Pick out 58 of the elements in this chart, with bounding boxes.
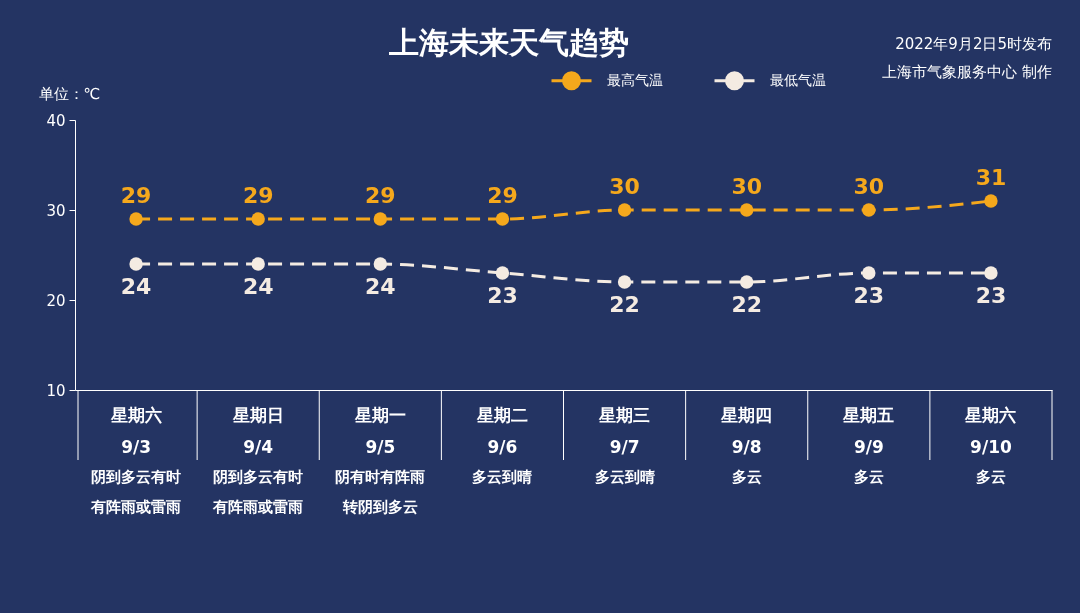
data-label: 30 bbox=[731, 174, 762, 199]
data-label: 24 bbox=[242, 274, 274, 299]
point bbox=[617, 275, 632, 289]
text: 多云 bbox=[853, 468, 884, 486]
x-tick-label: 星期三 9/7 bbox=[598, 404, 651, 457]
text: 上海市气象服务中心 制作 bbox=[882, 63, 1052, 81]
point bbox=[495, 212, 510, 226]
data-label: 30 bbox=[853, 174, 885, 199]
y-tick-label: 20 bbox=[46, 291, 66, 310]
point bbox=[984, 194, 998, 208]
text: 阴到多云有时有阵雨或雷雨 bbox=[90, 468, 182, 516]
data-label: 29 bbox=[365, 183, 396, 208]
point bbox=[129, 212, 143, 226]
chart-title: 上海未来天气趋势 bbox=[387, 25, 629, 60]
data-label: 23 bbox=[487, 283, 518, 308]
x-tick-label: 星期二 9/6 bbox=[475, 404, 528, 457]
data-label: 24 bbox=[120, 274, 152, 299]
point bbox=[495, 266, 510, 280]
data-label: 29 bbox=[120, 183, 152, 208]
data-label: 29 bbox=[242, 183, 274, 208]
data-label: 24 bbox=[365, 274, 396, 299]
point bbox=[739, 275, 754, 289]
point bbox=[251, 212, 265, 226]
point bbox=[984, 266, 998, 280]
x-tick-label: 星期五 9/9 bbox=[842, 404, 895, 457]
y-tick-label: 30 bbox=[46, 201, 66, 220]
legend-label: 最低气温 bbox=[770, 71, 826, 88]
x-tick-label: 星期六 9/3 bbox=[109, 404, 162, 457]
y-tick-label: 40 bbox=[46, 111, 66, 130]
y-tick-label: 10 bbox=[46, 381, 66, 400]
data-label: 23 bbox=[853, 283, 885, 308]
point bbox=[251, 257, 265, 271]
text: 2022年9月2日5时发布 bbox=[895, 35, 1052, 53]
text: 多云到晴 bbox=[594, 468, 655, 486]
data-label: 31 bbox=[975, 165, 1007, 190]
text: 阴到多云有时有阵雨或雷雨 bbox=[212, 468, 304, 516]
point bbox=[862, 203, 876, 217]
data-label: 22 bbox=[731, 292, 762, 317]
point bbox=[617, 203, 632, 217]
x-tick-label: 星期一 9/5 bbox=[353, 404, 406, 457]
point bbox=[862, 266, 876, 280]
data-label: 29 bbox=[487, 183, 518, 208]
point bbox=[129, 257, 143, 271]
text: 多云 bbox=[731, 468, 762, 486]
data-label: 22 bbox=[609, 292, 640, 317]
text: 多云到晴 bbox=[472, 468, 533, 486]
data-label: 23 bbox=[975, 283, 1007, 308]
text: 多云 bbox=[975, 468, 1006, 486]
point bbox=[373, 257, 388, 271]
y-axis-title: 单位：℃ bbox=[38, 84, 101, 103]
text: 阴有时有阵雨转阴到多云 bbox=[335, 468, 426, 516]
legend-label: 最高气温 bbox=[607, 71, 663, 88]
point bbox=[373, 212, 388, 226]
x-tick-label: 星期四 9/8 bbox=[720, 404, 773, 457]
x-tick-label: 星期六 9/10 bbox=[964, 404, 1017, 457]
x-tick-label: 星期日 9/4 bbox=[231, 404, 284, 457]
point bbox=[739, 203, 754, 217]
data-label: 30 bbox=[609, 174, 640, 199]
